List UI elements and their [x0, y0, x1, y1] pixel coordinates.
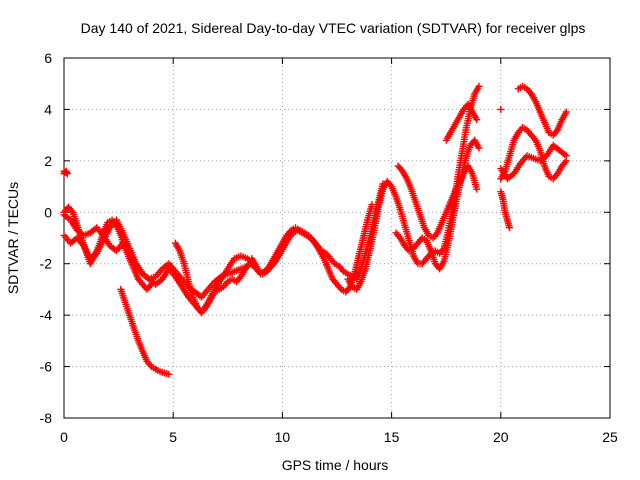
series-track-b — [60, 203, 155, 293]
y-tick-label: 4 — [44, 101, 52, 117]
x-tick-label: 25 — [602, 429, 618, 445]
data-point — [63, 170, 71, 178]
grid — [64, 58, 610, 418]
x-tick-label: 10 — [275, 429, 291, 445]
chart-title: Day 140 of 2021, Sidereal Day-to-day VTE… — [81, 20, 586, 36]
data-point — [475, 144, 483, 152]
series-track-a — [60, 167, 71, 178]
data-point — [497, 105, 505, 113]
y-tick-label: 0 — [44, 204, 52, 220]
x-tick-label: 0 — [60, 429, 68, 445]
series-track-n — [497, 141, 570, 183]
data-point — [562, 152, 570, 160]
series-track-e — [117, 285, 173, 378]
y-tick-label: 6 — [44, 50, 52, 66]
x-axis-label: GPS time / hours — [282, 457, 389, 473]
data-point — [506, 224, 514, 232]
y-tick-label: -6 — [40, 359, 53, 375]
x-tick-label: 15 — [384, 429, 400, 445]
series-track-k — [442, 100, 481, 144]
series-track-l — [497, 188, 514, 232]
data-point — [473, 116, 481, 124]
y-tick-label: -4 — [40, 307, 53, 323]
data-point — [473, 185, 481, 193]
series-track-o — [514, 82, 570, 139]
axis-ticks: 0 5 10 15 20 25 -8 -6 -4 -2 0 2 4 6 — [40, 50, 618, 445]
y-tick-label: -2 — [40, 256, 53, 272]
x-tick-label: 20 — [493, 429, 509, 445]
data-point — [475, 82, 483, 90]
series-track-i — [394, 162, 481, 242]
data-markers — [60, 82, 570, 378]
series-track-m — [497, 123, 570, 183]
plot-frame — [63, 57, 611, 419]
data-point — [562, 108, 570, 116]
x-tick-label: 5 — [169, 429, 177, 445]
data-point — [368, 201, 376, 209]
y-tick-label: -8 — [40, 410, 53, 426]
series-track-j — [392, 136, 483, 273]
series-track-p — [497, 105, 505, 113]
y-axis-label: SDTVAR / TECUs — [5, 182, 21, 294]
y-tick-label: 2 — [44, 153, 52, 169]
data-point — [165, 370, 173, 378]
